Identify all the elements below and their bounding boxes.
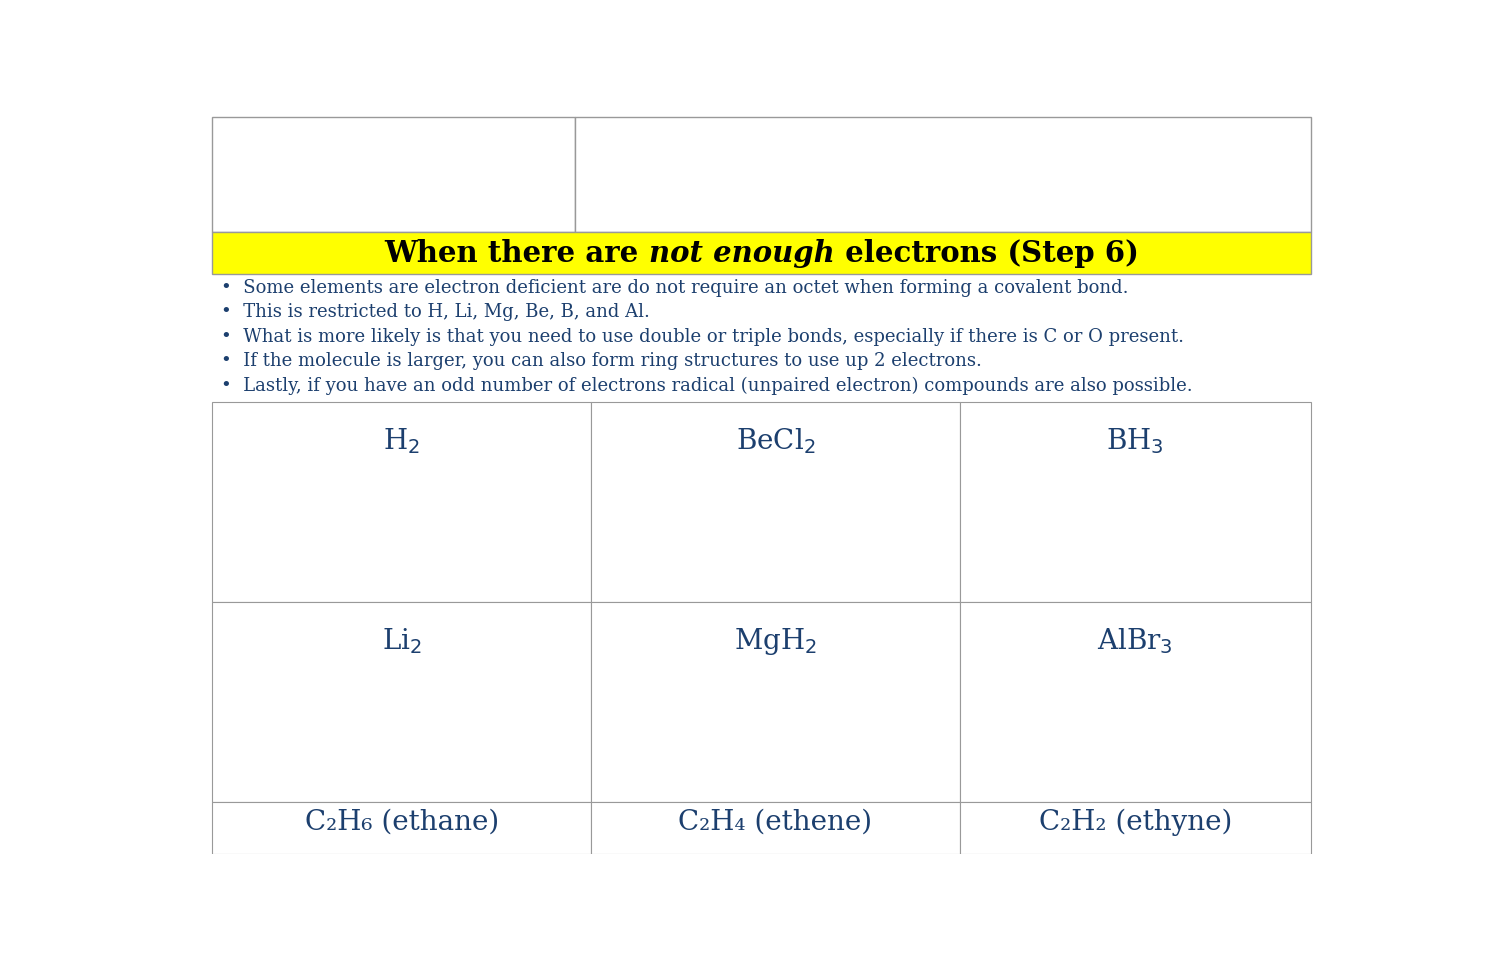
- Text: MgH$_{2}$: MgH$_{2}$: [734, 626, 817, 658]
- Text: •  This is restricted to H, Li, Mg, Be, B, and Al.: • This is restricted to H, Li, Mg, Be, B…: [221, 303, 651, 322]
- Bar: [212, 117, 575, 232]
- Text: •  What is more likely is that you need to use double or triple bonds, especiall: • What is more likely is that you need t…: [221, 327, 1184, 346]
- Bar: [212, 232, 1311, 275]
- Bar: [212, 402, 591, 602]
- Bar: [212, 602, 591, 803]
- Bar: [960, 803, 1311, 854]
- Text: BeCl$_{2}$: BeCl$_{2}$: [736, 426, 816, 456]
- Text: AlBr$_{3}$: AlBr$_{3}$: [1097, 626, 1172, 656]
- Text: •  If the molecule is larger, you can also form ring structures to use up 2 elec: • If the molecule is larger, you can als…: [221, 352, 982, 371]
- Bar: [591, 803, 960, 854]
- Bar: [212, 803, 591, 854]
- Text: C₂H₆ (ethane): C₂H₆ (ethane): [305, 808, 499, 835]
- Text: When there are: When there are: [385, 239, 649, 268]
- Text: not enough: not enough: [649, 239, 835, 268]
- Bar: [591, 602, 960, 803]
- Text: C₂H₂ (ethyne): C₂H₂ (ethyne): [1039, 808, 1232, 836]
- Text: H$_{2}$: H$_{2}$: [383, 426, 421, 456]
- Bar: [591, 402, 960, 602]
- Text: C₂H₄ (ethene): C₂H₄ (ethene): [678, 808, 872, 835]
- Text: Li$_{2}$: Li$_{2}$: [382, 626, 422, 656]
- Text: •  Some elements are electron deficient are do not require an octet when forming: • Some elements are electron deficient a…: [221, 278, 1129, 297]
- Bar: [960, 402, 1311, 602]
- Text: BH$_{3}$: BH$_{3}$: [1107, 426, 1164, 456]
- Text: electrons (Step 6): electrons (Step 6): [835, 239, 1138, 268]
- Bar: [575, 117, 1311, 232]
- Text: •  Lastly, if you have an odd number of electrons radical (unpaired electron) co: • Lastly, if you have an odd number of e…: [221, 377, 1193, 396]
- Bar: [960, 602, 1311, 803]
